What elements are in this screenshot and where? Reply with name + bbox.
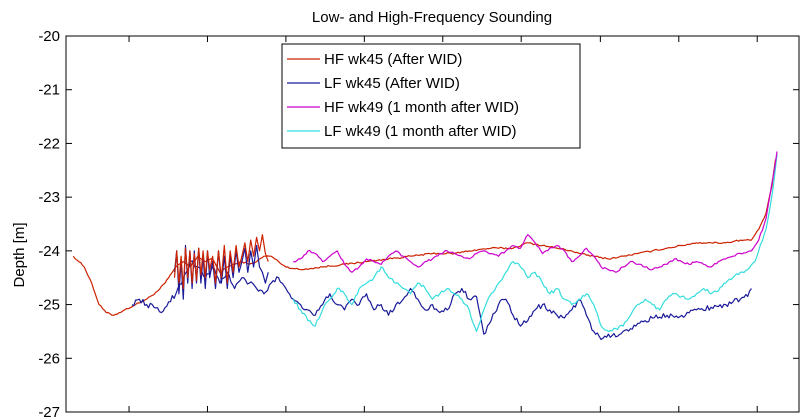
series-line-1 — [131, 260, 752, 341]
legend-box — [281, 43, 581, 149]
x-axis — [128, 36, 758, 412]
y-axis: -20 -21 -22 -23 -24 -25 -26 -27 — [38, 28, 799, 420]
legend: HF wk45 (After WID) LF wk45 (After WID) HF… — [281, 43, 581, 149]
y-axis-label: Depth [m] — [11, 222, 28, 287]
legend-label: LF wk49 (1 month after WID) — [324, 123, 517, 140]
legend-label: LF wk45 (After WID) — [324, 75, 460, 92]
series-layer — [72, 151, 778, 341]
series-line-4 — [173, 234, 269, 290]
y-tick-label: -24 — [38, 243, 60, 260]
y-tick-label: -26 — [38, 350, 60, 367]
legend-label: HF wk45 (After WID) — [324, 51, 462, 68]
series-line-2 — [293, 151, 778, 273]
y-tick-label: -22 — [38, 135, 60, 152]
y-tick-label: -27 — [38, 404, 60, 420]
series-line-3 — [292, 154, 778, 332]
chart-title: Low- and High-Frequency Sounding — [312, 9, 552, 26]
legend-label: HF wk49 (1 month after WID) — [324, 99, 519, 116]
y-tick-label: -23 — [38, 189, 60, 206]
y-tick-label: -21 — [38, 82, 60, 99]
y-tick-label: -25 — [38, 297, 60, 314]
y-tick-label: -20 — [38, 28, 60, 45]
